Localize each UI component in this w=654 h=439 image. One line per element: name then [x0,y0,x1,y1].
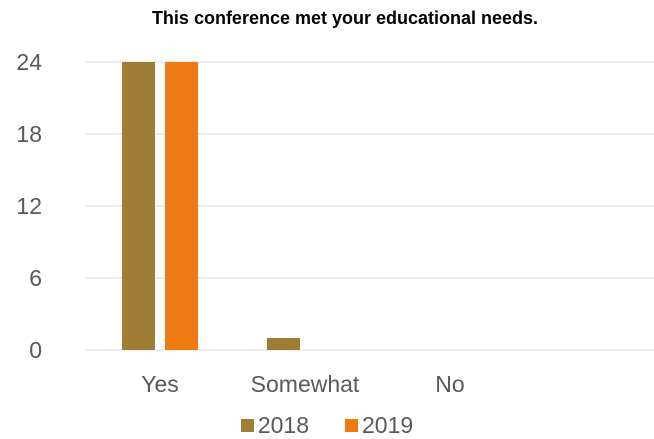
x-tick-label-no: No [435,371,464,397]
legend: 2018 2019 [0,412,654,439]
y-tick-label-0: 0 [29,337,42,363]
x-tick-label-yes: Yes [141,371,179,397]
y-tick-label-24: 24 [16,49,42,75]
legend-label-2018: 2018 [257,412,309,438]
y-tick-label-12: 12 [16,193,42,219]
legend-item-2018: 2018 [240,412,309,439]
legend-item-2019: 2019 [345,412,413,439]
x-tick-label-somewhat: Somewhat [251,371,360,397]
legend-swatch-2019 [345,419,358,432]
bar-2019-yes [165,62,198,350]
chart-title: This conference met your educational nee… [151,8,539,28]
legend-swatch-2018 [240,419,254,432]
bar-2018-somewhat [267,338,300,350]
y-tick-label-18: 18 [16,121,42,147]
legend-label-2019: 2019 [362,412,414,438]
bar-2018-yes [122,62,155,350]
y-tick-label-6: 6 [29,265,42,291]
